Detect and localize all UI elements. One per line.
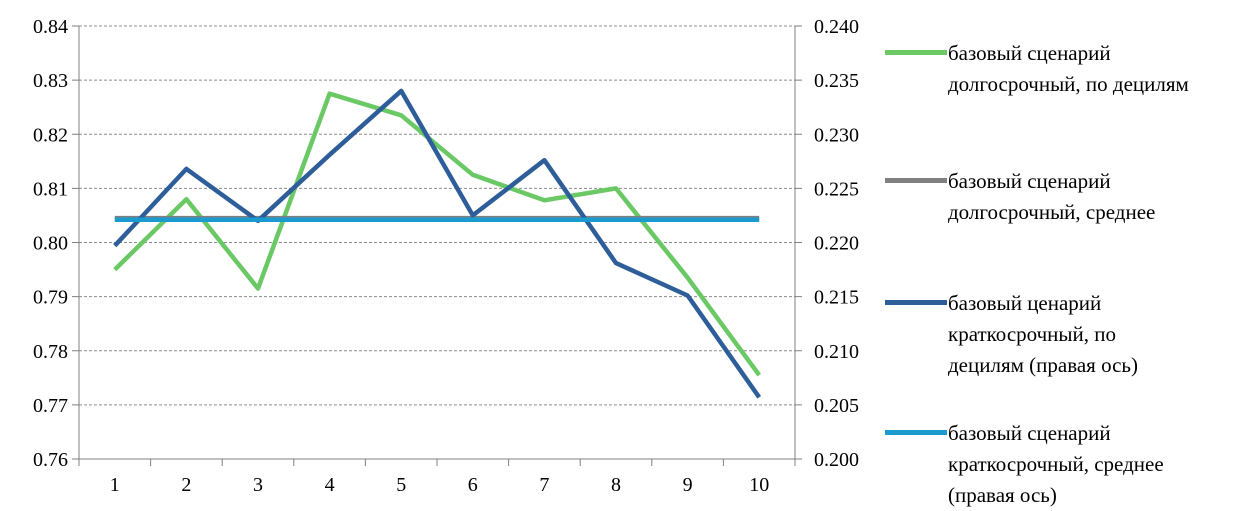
y-right-tick-label: 0.240 [814, 16, 859, 38]
x-tick-label: 3 [253, 474, 263, 496]
y-left-tick-label: 0.81 [33, 178, 68, 200]
series-line-3 [113, 88, 762, 399]
x-tick-label: 7 [539, 474, 549, 496]
x-tick-label: 4 [325, 474, 335, 496]
legend-item-4: базовый сценарий краткосрочный, среднее … [885, 418, 1258, 511]
y-right-tick-label: 0.225 [814, 178, 859, 200]
y-left-tick-label: 0.82 [33, 124, 68, 146]
x-tick-label: 9 [683, 474, 693, 496]
y-left-tick-label: 0.79 [33, 287, 68, 309]
y-left-tick-label: 0.77 [33, 395, 68, 417]
tick-labels: 0.76 0.77 0.78 0.79 0.80 0.81 0.82 0.83 0.84 0.20… [33, 16, 859, 496]
series-lines [113, 88, 762, 399]
legend-swatch-2 [885, 178, 947, 183]
y-left-tick-label: 0.83 [33, 70, 68, 92]
axes [72, 25, 802, 466]
y-left-tick-label: 0.80 [33, 233, 68, 255]
x-tick-label: 1 [110, 474, 120, 496]
y-left-tick-label: 0.78 [33, 341, 68, 363]
x-tick-label: 10 [749, 474, 769, 496]
x-tick-label: 5 [396, 474, 406, 496]
series-line-1 [113, 91, 762, 377]
y-left-tick-label: 0.76 [33, 449, 68, 471]
legend-swatch-1 [885, 50, 947, 55]
x-tick-label: 8 [611, 474, 621, 496]
legend-swatch-4 [885, 430, 947, 435]
legend: базовый сценарий долгосрочный, по дециля… [885, 0, 1258, 508]
legend-label-4: базовый сценарий краткосрочный, среднее … [948, 421, 1164, 507]
y-right-tick-label: 0.205 [814, 395, 859, 417]
y-right-tick-label: 0.210 [814, 341, 859, 363]
line-chart: 0.76 0.77 0.78 0.79 0.80 0.81 0.82 0.83 0.84 0.20… [33, 16, 859, 496]
y-left-tick-label: 0.84 [33, 16, 68, 38]
y-right-tick-label: 0.220 [814, 233, 859, 255]
legend-swatch-3 [885, 300, 947, 305]
legend-label-1: базовый сценарий долгосрочный, по дециля… [948, 41, 1189, 96]
legend-item-1: базовый сценарий долгосрочный, по дециля… [885, 38, 1258, 100]
legend-item-2: базовый сценарий долгосрочный, среднее [885, 166, 1258, 228]
x-tick-label: 6 [468, 474, 478, 496]
y-right-tick-label: 0.215 [814, 287, 859, 309]
y-right-tick-label: 0.200 [814, 449, 859, 471]
gridlines [79, 25, 795, 406]
y-right-tick-label: 0.235 [814, 70, 859, 92]
x-tick-label: 2 [181, 474, 191, 496]
y-right-tick-label: 0.230 [814, 124, 859, 146]
legend-label-2: базовый сценарий долгосрочный, среднее [948, 169, 1156, 224]
legend-label-3: базовый ценарий краткосрочный, по дециля… [948, 291, 1138, 377]
legend-item-3: базовый ценарий краткосрочный, по дециля… [885, 288, 1258, 381]
